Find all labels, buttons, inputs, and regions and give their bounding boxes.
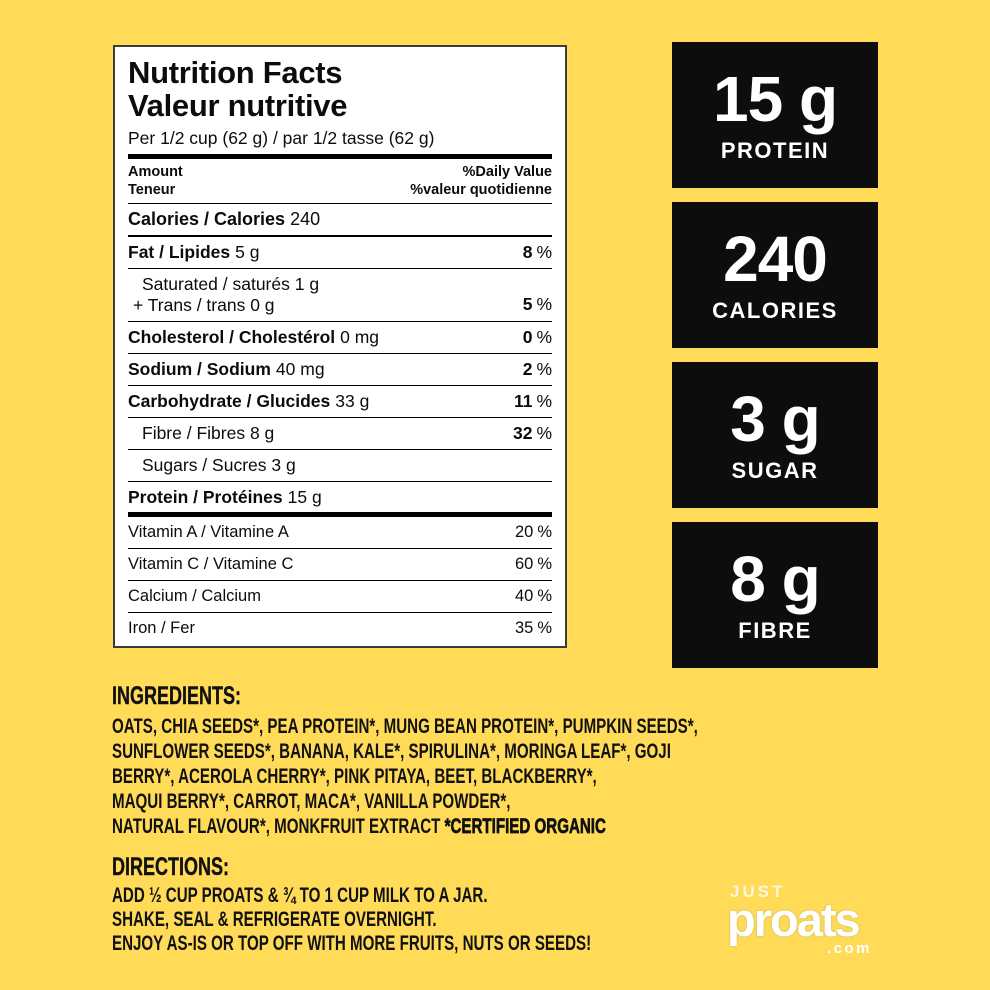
fibre-row: Fibre / Fibres 8 g 32% [128,418,552,450]
nutrient-name: Sodium / Sodium [128,359,271,379]
sodium-row: Sodium / Sodium 40 mg 2% [128,354,552,386]
trans-line: + Trans / trans 0 g [133,295,275,315]
column-header-daily-value: %Daily Value %valeur quotidienne [410,164,552,198]
nutrient-name: Calories / Calories [128,209,286,229]
calories-row: Calories / Calories 240 [128,204,552,237]
logo-proats: proats [727,893,861,946]
thick-divider [128,154,552,159]
directions-heading: DIRECTIONS: [112,853,229,881]
saturated-line: Saturated / saturés 1 g [142,274,320,294]
badge-value: 8 g [730,542,820,615]
daily-value: 40% [514,587,552,605]
badge-label: SUGAR [731,457,819,483]
daily-value: 0% [522,327,552,347]
column-headers: Amount Teneur %Daily Value %valeur quoti… [128,159,552,204]
nutrition-badges: 15 g PROTEIN 240 CALORIES 3 g SUGAR 8 g … [672,42,878,668]
fat-row: Fat / Lipides 5 g 8% [128,237,552,269]
badge-label: FIBRE [738,617,812,643]
nutrient-amount: 40 mg [275,359,325,379]
nutrient-name: Vitamin C / Vitamine C [128,555,294,573]
nutrient-name: Fat / Lipides [128,242,231,262]
ingredients-line: OATS, CHIA SEEDS*, PEA PROTEIN*, MUNG BE… [112,715,698,738]
vitamin-a-row: Vitamin A / Vitamine A 20% [128,517,552,549]
nutrient-name: Calcium / Calcium [128,587,261,605]
logo-just: JUST [730,882,786,901]
certified-organic-note: *CERTIFIED ORGANIC [444,815,606,839]
ingredients-heading: INGREDIENTS: [112,682,242,710]
directions-line: SHAKE, SEAL & REFRIGERATE OVERNIGHT. [112,908,437,931]
badge-label: PROTEIN [720,137,830,163]
nutrient-name: Iron / Fer [128,619,195,637]
daily-value: 32% [512,423,552,443]
label-title-en: Nutrition Facts [128,55,343,90]
brand-logo: JUST proats .com [727,882,875,957]
iron-row: Iron / Fer 35% [128,613,552,644]
ingredients-section: INGREDIENTS: OATS, CHIA SEEDS*, PEA PROT… [112,682,926,839]
vitamin-c-row: Vitamin C / Vitamine C 60% [128,549,552,581]
ingredients-line: MAQUI BERRY*, CARROT, MACA*, VANILLA POW… [112,790,511,813]
nutrient-name: Cholesterol / Cholestérol [128,327,336,347]
calcium-row: Calcium / Calcium 40% [128,581,552,613]
directions-section: DIRECTIONS: ADD ½ CUP PROATS & ¾ TO 1 CU… [112,853,777,956]
daily-value: 11% [513,391,552,411]
badge-calories: 240 CALORIES [672,202,878,348]
column-header-amount: Amount Teneur [128,164,183,198]
daily-value: 5% [522,294,552,314]
badge-value: 15 g [712,62,838,135]
nutrient-amount: 5 g [235,242,260,262]
nutrient-name: Sugars / Sucres 3 g [142,455,296,475]
ingredients-line: NATURAL FLAVOUR*, MONKFRUIT EXTRACT [112,815,445,838]
nutrient-name: Fibre / Fibres 8 g [142,423,275,443]
protein-row: Protein / Protéines 15 g [128,482,552,512]
badge-value: 3 g [730,382,820,455]
nutrient-amount: 33 g [335,391,370,411]
directions-line: ENJOY AS-IS OR TOP OFF WITH MORE FRUITS,… [112,932,592,955]
badge-sugar: 3 g SUGAR [672,362,878,508]
saturated-trans-row: Saturated / saturés 1 g + Trans / trans … [128,269,552,322]
sugars-row: Sugars / Sucres 3 g [128,450,552,482]
nutrient-name: Carbohydrate / Glucides [128,391,331,411]
ingredients-line: SUNFLOWER SEEDS*, BANANA, KALE*, SPIRULI… [112,740,671,763]
ingredients-line: BERRY*, ACEROLA CHERRY*, PINK PITAYA, BE… [112,765,597,788]
nutrient-name: Protein / Protéines [128,487,283,507]
badge-protein: 15 g PROTEIN [672,42,878,188]
carbohydrate-row: Carbohydrate / Glucides 33 g 11% [128,386,552,418]
daily-value: 8% [522,242,552,262]
cholesterol-row: Cholesterol / Cholestérol 0 mg 0% [128,322,552,354]
thick-divider [128,512,552,517]
daily-value: 20% [514,523,552,541]
serving-size: Per 1/2 cup (62 g) / par 1/2 tasse (62 g… [128,128,435,148]
logo-com: .com [826,940,872,957]
nutrient-name: Vitamin A / Vitamine A [128,523,289,541]
daily-value: 35% [514,619,552,637]
badge-value: 240 [723,222,828,295]
label-title-fr: Valeur nutritive [128,88,348,123]
nutrient-amount: 0 mg [340,327,380,347]
badge-fibre: 8 g FIBRE [672,522,878,668]
badge-label: CALORIES [712,297,838,323]
directions-line: ADD ½ CUP PROATS & ¾ TO 1 CUP MILK TO A … [112,884,488,907]
daily-value: 60% [514,555,552,573]
nutrition-facts-label: Nutrition Facts Valeur nutritive Per 1/2… [113,45,567,648]
nutrient-amount: 240 [290,209,321,229]
nutrient-amount: 15 g [287,487,322,507]
daily-value: 2% [522,359,552,379]
